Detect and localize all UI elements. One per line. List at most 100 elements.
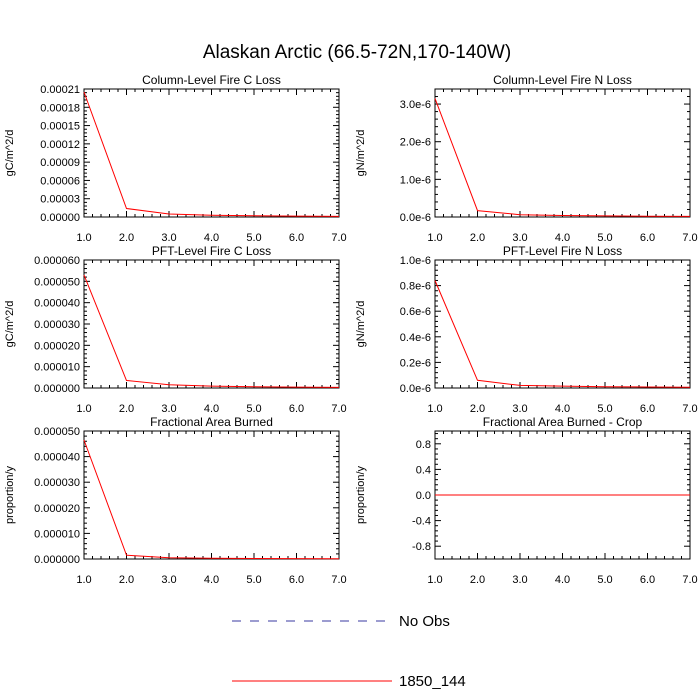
x-tick-label: 4.0 (555, 232, 570, 244)
y-axis-label: gN/m^2/d (355, 130, 367, 177)
x-tick-label: 3.0 (512, 574, 527, 586)
x-tick-label: 6.0 (640, 574, 655, 586)
panel-title: Fractional Area Burned (150, 415, 273, 429)
panel-title: PFT-Level Fire N Loss (503, 244, 622, 258)
plot-frame (83, 430, 340, 560)
y-tick-label: 0.00015 (40, 121, 80, 133)
y-tick-label: 0.6e-6 (400, 306, 431, 318)
y-tick-label: 0.00018 (40, 102, 80, 114)
x-tick-label: 3.0 (512, 232, 527, 244)
panel-1: Column-Level Fire C Loss gC/m^2/d 1.0 2.0 3.… (4, 73, 347, 244)
y-tick-label: 0.000060 (34, 255, 80, 267)
x-tick-label: 6.0 (640, 232, 655, 244)
y-tick-label: 0.000000 (34, 383, 80, 395)
panel-title: PFT-Level Fire C Loss (152, 244, 271, 258)
x-tick-label: 7.0 (682, 574, 697, 586)
x-tick-label: 6.0 (289, 232, 304, 244)
x-tick-label: 5.0 (597, 574, 612, 586)
y-tick-label: 0.00000 (40, 212, 80, 224)
series-line (83, 274, 340, 388)
x-tick-label: 2.0 (470, 232, 485, 244)
figure-title: Alaskan Arctic (66.5-72N,170-140W) (203, 42, 511, 63)
panel-2: Column-Level Fire N Loss gN/m^2/d 1.0 2.0 3.… (355, 73, 698, 244)
y-tick-label: 0.00003 (40, 194, 80, 206)
x-tick-label: 5.0 (597, 232, 612, 244)
x-tick-label: 2.0 (119, 403, 134, 415)
series-line (83, 439, 340, 560)
plot-frame (434, 259, 691, 389)
y-tick-label: 0.0 (416, 490, 431, 502)
y-tick-label: 3.0e-6 (400, 99, 431, 111)
y-tick-label: 0.000040 (34, 452, 80, 464)
y-tick-label: 0.8e-6 (400, 281, 431, 293)
y-tick-label: -0.8 (412, 541, 431, 553)
y-tick-label: 0.0e-6 (400, 212, 431, 224)
series-line (434, 280, 691, 388)
panel-title: Column-Level Fire N Loss (493, 73, 632, 87)
y-axis-label: gC/m^2/d (4, 130, 16, 177)
y-tick-label: 0.00012 (40, 139, 80, 151)
y-axis-label: gC/m^2/d (4, 301, 16, 348)
x-tick-label: 7.0 (682, 232, 697, 244)
x-tick-label: 7.0 (331, 232, 346, 244)
x-tick-label: 4.0 (555, 574, 570, 586)
y-tick-label: 0.000050 (34, 276, 80, 288)
x-tick-label: 3.0 (161, 232, 176, 244)
x-tick-label: 3.0 (161, 574, 176, 586)
x-tick-label: 5.0 (246, 232, 261, 244)
y-tick-label: 1.0e-6 (400, 255, 431, 267)
y-tick-label: 0.00021 (40, 84, 80, 96)
y-tick-label: 0.00006 (40, 175, 80, 187)
x-tick-label: 4.0 (204, 232, 219, 244)
x-tick-label: 1.0 (427, 232, 442, 244)
x-tick-label: 1.0 (427, 574, 442, 586)
y-tick-label: -0.4 (412, 516, 431, 528)
panel-5: Fractional Area Burned proportion/y 1.0 2.0… (4, 415, 347, 586)
panel-3: PFT-Level Fire C Loss gC/m^2/d 1.0 2.0 3.0 4.… (4, 244, 347, 415)
x-tick-label: 2.0 (119, 232, 134, 244)
x-tick-label: 5.0 (246, 403, 261, 415)
y-tick-label: 0.000040 (34, 298, 80, 310)
y-tick-label: 0.0e-6 (400, 383, 431, 395)
x-tick-label: 4.0 (555, 403, 570, 415)
x-tick-label: 1.0 (76, 232, 91, 244)
x-tick-label: 7.0 (331, 574, 346, 586)
y-axis-label: proportion/y (4, 465, 16, 524)
x-tick-label: 3.0 (512, 403, 527, 415)
y-tick-label: 0.4e-6 (400, 332, 431, 344)
legend-label-no-obs: No Obs (399, 613, 450, 630)
x-tick-label: 2.0 (470, 574, 485, 586)
y-tick-label: 1.0e-6 (400, 174, 431, 186)
panel-6: Fractional Area Burned - Crop proportion/… (355, 415, 698, 586)
series-line (434, 98, 691, 217)
y-tick-label: 0.000010 (34, 362, 80, 374)
x-tick-label: 4.0 (204, 574, 219, 586)
x-tick-label: 1.0 (76, 403, 91, 415)
y-axis-label: gN/m^2/d (355, 301, 367, 348)
panel-title: Fractional Area Burned - Crop (483, 415, 643, 429)
y-tick-label: 0.000050 (34, 426, 80, 438)
x-tick-label: 6.0 (289, 574, 304, 586)
y-tick-label: 0.000030 (34, 477, 80, 489)
y-tick-label: 0.000000 (34, 554, 80, 566)
x-tick-label: 5.0 (597, 403, 612, 415)
legend: No Obs 1850_144 (232, 613, 466, 690)
panel-title: Column-Level Fire C Loss (142, 73, 281, 87)
y-tick-label: 0.000020 (34, 503, 80, 515)
plot-frame (434, 88, 691, 218)
x-tick-label: 3.0 (161, 403, 176, 415)
x-tick-label: 4.0 (204, 403, 219, 415)
y-tick-label: 0.4 (416, 464, 431, 476)
panel-4: PFT-Level Fire N Loss gN/m^2/d 1.0 2.0 3.0 4.… (355, 244, 698, 415)
series-line (83, 91, 340, 217)
x-tick-label: 2.0 (470, 403, 485, 415)
y-tick-label: 0.000010 (34, 528, 80, 540)
y-tick-label: 0.8 (416, 439, 431, 451)
y-tick-label: 0.2e-6 (400, 357, 431, 369)
x-tick-label: 7.0 (682, 403, 697, 415)
x-tick-label: 5.0 (246, 574, 261, 586)
x-tick-label: 1.0 (76, 574, 91, 586)
x-tick-label: 6.0 (289, 403, 304, 415)
x-tick-label: 6.0 (640, 403, 655, 415)
y-tick-label: 2.0e-6 (400, 137, 431, 149)
